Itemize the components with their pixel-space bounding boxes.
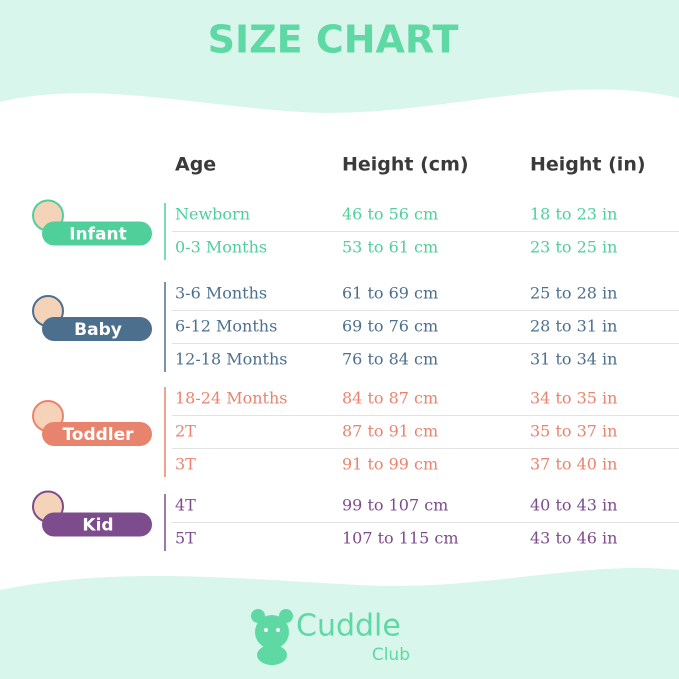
cell: 18-24 Months (175, 389, 287, 408)
group-label: Kid (82, 516, 113, 536)
cell: 107 to 115 cm (342, 529, 459, 548)
cell: 99 to 107 cm (342, 496, 448, 515)
cell: 2T (175, 422, 196, 441)
cell: 12-18 Months (175, 350, 287, 369)
column-header: Age (175, 154, 216, 176)
cell: 69 to 76 cm (342, 317, 438, 336)
cell: 0-3 Months (175, 238, 267, 257)
cell: 4T (175, 496, 196, 515)
cell: 91 to 99 cm (342, 455, 438, 474)
cell: 3-6 Months (175, 284, 267, 303)
group-label: Baby (74, 320, 122, 340)
cell: 87 to 91 cm (342, 422, 438, 441)
cell: 23 to 25 in (530, 238, 617, 257)
column-header: Height (cm) (342, 154, 469, 176)
column-header: Height (in) (530, 154, 646, 176)
cell: 31 to 34 in (530, 350, 617, 369)
group-pill (42, 512, 152, 537)
cell: 37 to 40 in (530, 455, 617, 474)
cell: 3T (175, 455, 196, 474)
cell: 28 to 31 in (530, 317, 617, 336)
cell: 53 to 61 cm (342, 238, 438, 257)
group-pill (42, 221, 152, 246)
group-pill (42, 422, 152, 446)
cell: 43 to 46 in (530, 529, 617, 548)
group-pill (42, 317, 152, 341)
group-label: Toddler (62, 425, 134, 445)
cell: 18 to 23 in (530, 205, 617, 224)
cell: 5T (175, 529, 196, 548)
logo (251, 609, 293, 665)
cell: 6-12 Months (175, 317, 277, 336)
cell: 25 to 28 in (530, 284, 617, 303)
top-wave (0, 0, 679, 113)
cell: 34 to 35 in (530, 389, 617, 408)
brand: Cuddle (296, 609, 401, 644)
group-label: Infant (69, 225, 127, 245)
bottom-wave (0, 568, 679, 679)
cell: 46 to 56 cm (342, 205, 438, 224)
cell: 35 to 37 in (530, 422, 617, 441)
title: SIZE CHART (208, 18, 459, 62)
cell: 76 to 84 cm (342, 350, 438, 369)
cell: Newborn (175, 205, 250, 224)
cell: 84 to 87 cm (342, 389, 438, 408)
cell: 61 to 69 cm (342, 284, 438, 303)
cell: 40 to 43 in (530, 496, 617, 515)
brand-sub: Club (372, 645, 410, 665)
